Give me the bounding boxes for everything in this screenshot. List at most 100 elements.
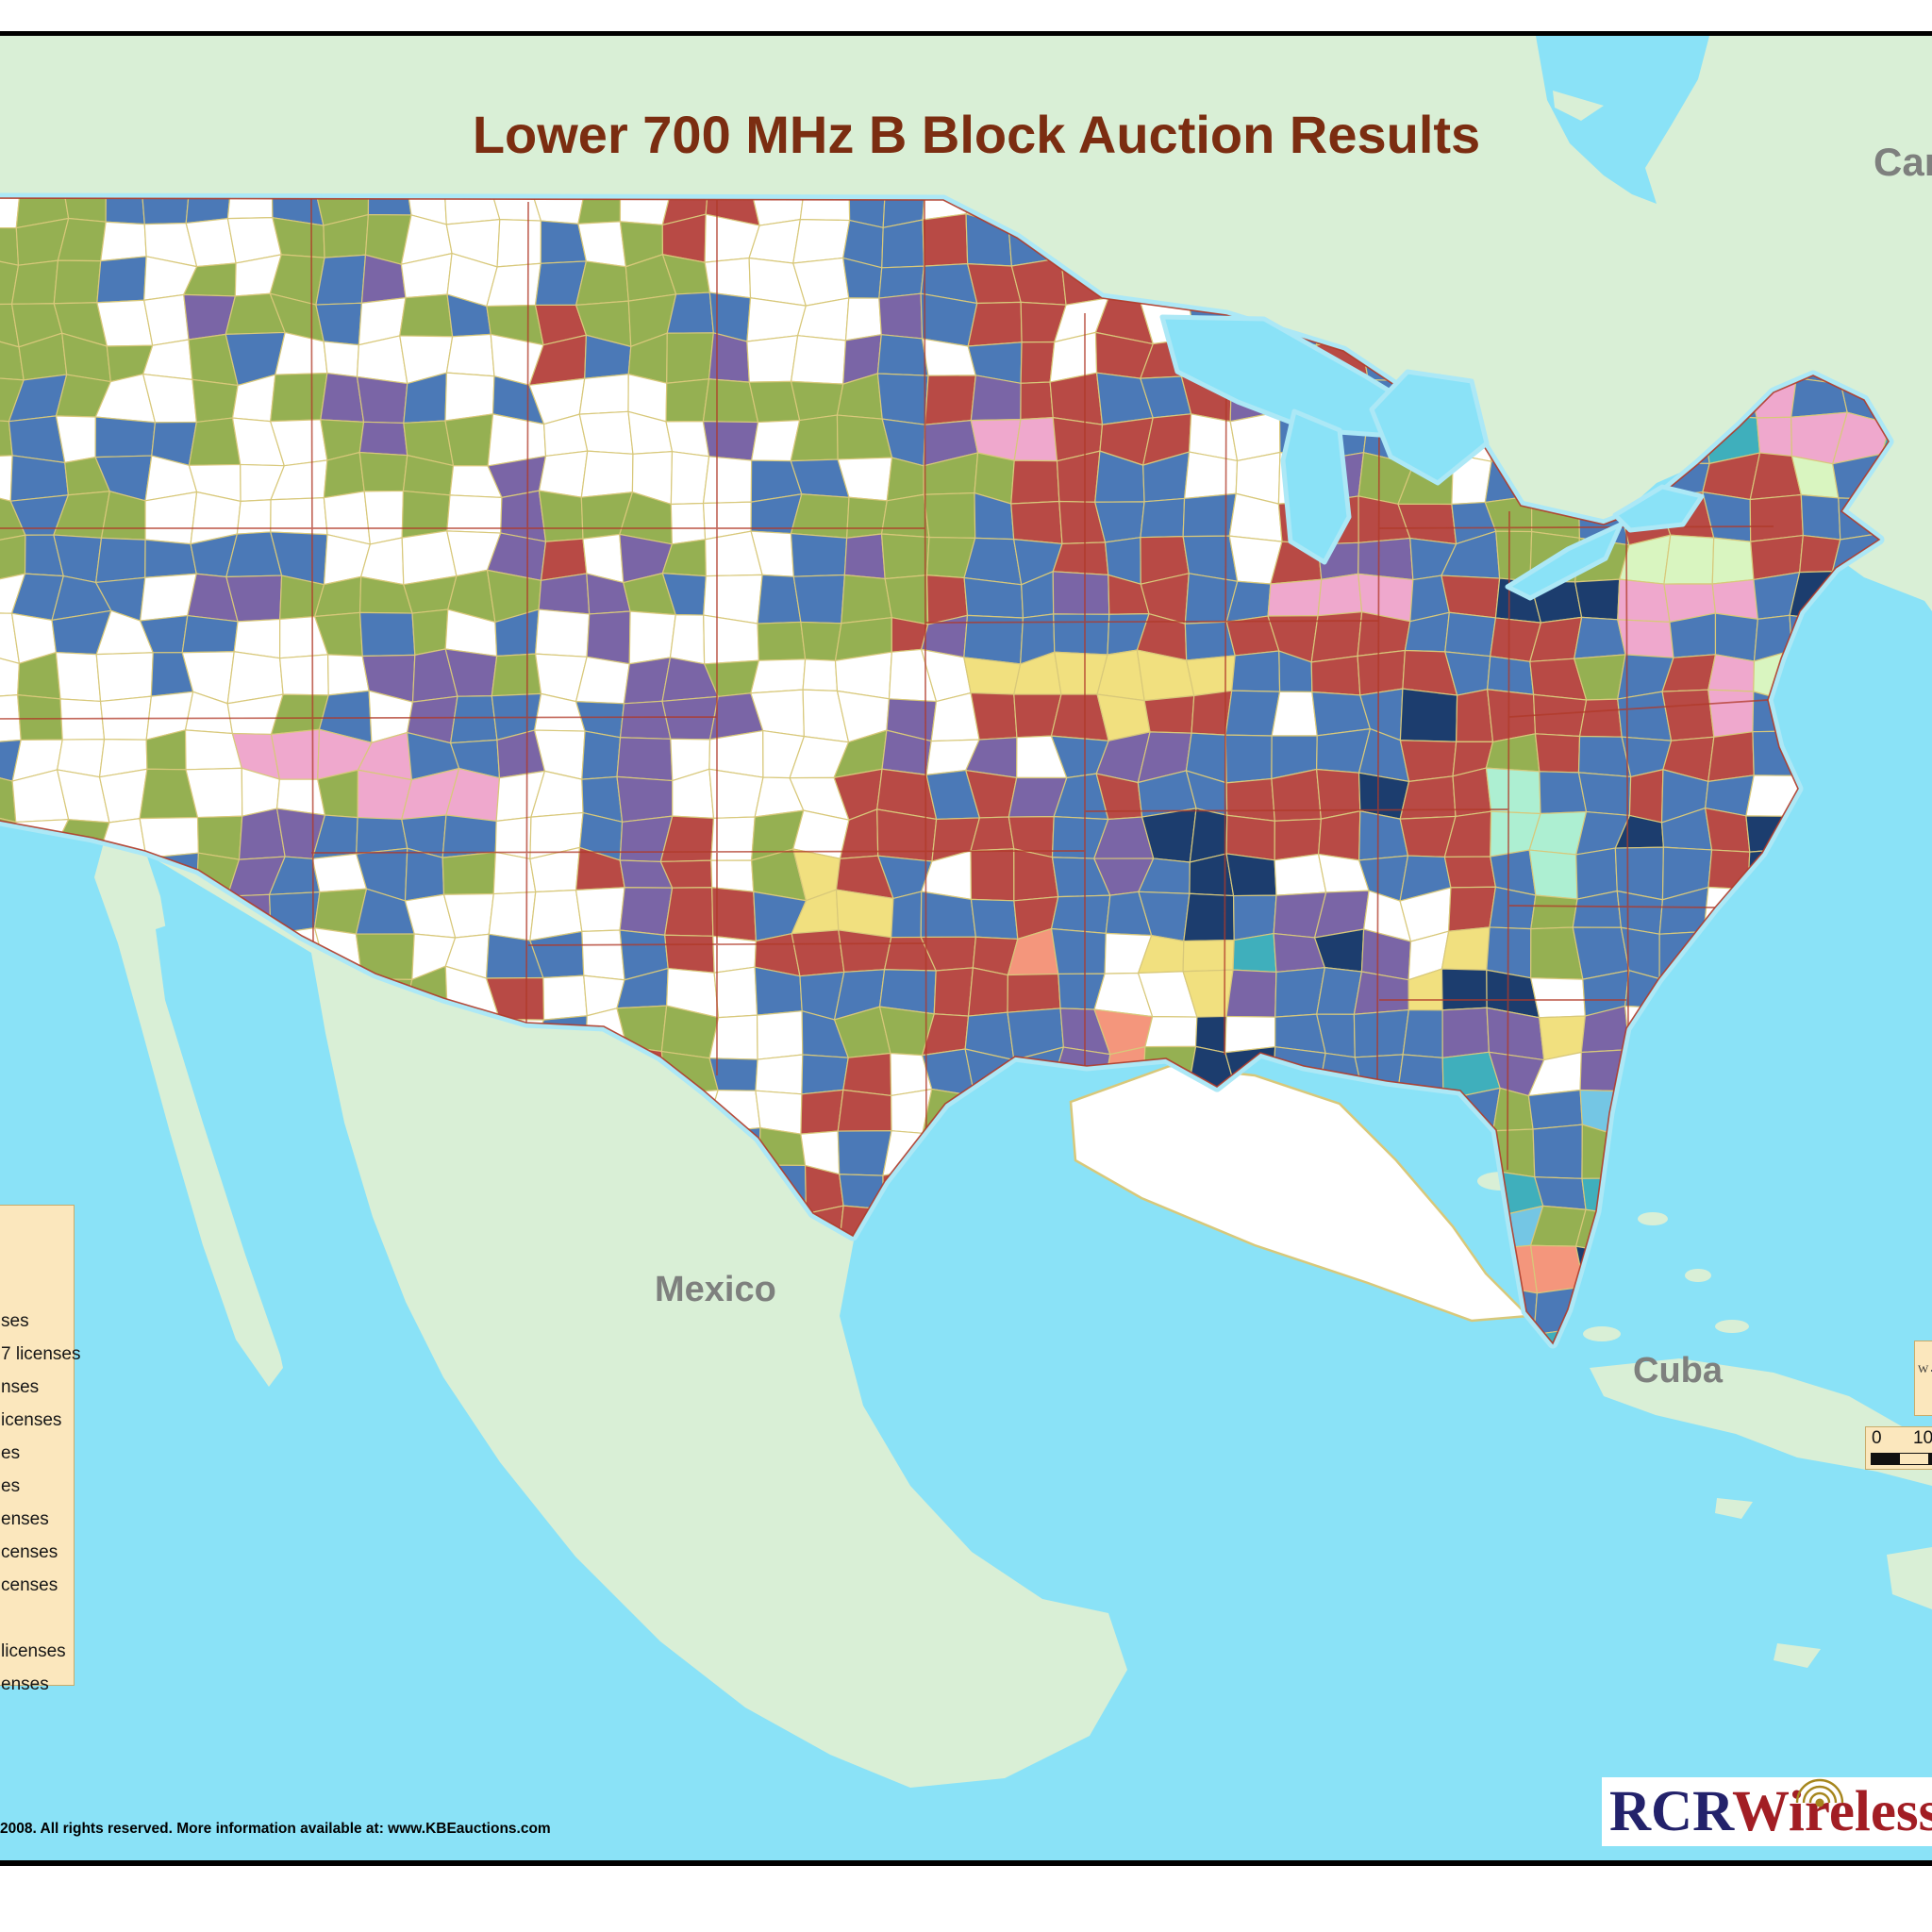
lake-michigan [1280, 408, 1352, 565]
bahamas-island [1583, 1326, 1621, 1341]
county-patch [665, 378, 710, 423]
county-patch [1144, 1016, 1198, 1048]
county-patch [757, 621, 807, 661]
county-patch [746, 297, 808, 342]
county-patch [876, 334, 929, 376]
county-patch [666, 332, 714, 384]
legend-row-label: enses [1, 1674, 49, 1694]
county-patch [1577, 772, 1632, 817]
county-patch [1225, 777, 1275, 822]
page-title: Lower 700 MHz B Block Auction Results [472, 105, 1481, 164]
county-patch [878, 292, 924, 340]
county-patch [401, 490, 451, 539]
county-patch [1310, 611, 1363, 663]
county-patch [1399, 775, 1457, 820]
lake-erie [1505, 522, 1624, 601]
county-patch [838, 929, 892, 974]
county-patch [404, 847, 445, 902]
county-patch [876, 373, 929, 425]
county-patch [538, 450, 589, 498]
bahamas-island [1685, 1269, 1711, 1282]
county-patch [188, 417, 242, 466]
county-patch [1447, 886, 1497, 932]
county-patch [1527, 1089, 1583, 1130]
county-patch [96, 299, 154, 347]
county-patch [1534, 733, 1581, 774]
maritime-island [1913, 525, 1932, 611]
county-patch [970, 691, 1018, 741]
county-patch [1711, 537, 1755, 585]
county-patch [702, 421, 759, 461]
county-patch [1185, 655, 1236, 697]
county-patch [1225, 969, 1277, 1018]
county-patch [619, 887, 674, 936]
county-patch [1013, 848, 1059, 902]
county-patch [399, 293, 454, 338]
county-patch [441, 814, 497, 858]
county-patch [843, 533, 886, 580]
county-patch [790, 493, 850, 539]
county-patch [663, 887, 714, 937]
county-patch [1353, 971, 1409, 1015]
county-patch [1628, 768, 1664, 824]
county-patch [1013, 417, 1058, 462]
legend-row-label: es [1, 1476, 21, 1496]
county-patch [670, 502, 707, 545]
copyright-text: 2008. All rights reserved. More informat… [0, 1821, 551, 1837]
county-patch [1800, 493, 1841, 541]
county-patch [534, 608, 591, 658]
county-patch [835, 889, 894, 939]
county-patch [441, 851, 496, 895]
county-patch [278, 654, 329, 696]
county-patch [538, 490, 584, 542]
county-patch [967, 301, 1023, 347]
legend-row-label: 7 licenses [1, 1344, 81, 1364]
county-patch [1315, 768, 1361, 820]
county-patch [356, 375, 408, 425]
county-patch [1573, 616, 1626, 659]
canada-landmass [0, 36, 1932, 604]
county-patch [144, 539, 197, 578]
county-patch [1232, 932, 1277, 974]
county-patch [1485, 767, 1541, 815]
county-patch [1271, 768, 1323, 822]
county-patch [1881, 423, 1889, 462]
county-patch [315, 254, 367, 306]
county-patch [750, 658, 807, 694]
baja-peninsula [94, 842, 283, 1387]
county-patch [920, 292, 978, 347]
bahamas-island [1638, 1212, 1668, 1225]
county-patch [1274, 853, 1327, 896]
bay-island [1553, 91, 1604, 121]
county-patch [1714, 612, 1758, 662]
map-frame-bottom [0, 1860, 1932, 1866]
county-patch [922, 213, 969, 267]
county-patch [1020, 341, 1056, 384]
county-patch [1052, 541, 1109, 576]
county-patch [1317, 573, 1363, 617]
county-patch [970, 375, 1022, 422]
logo-suffix: Wireless [1732, 1780, 1932, 1843]
county-patch [578, 373, 629, 415]
county-patch [790, 380, 844, 422]
county-patch [1441, 926, 1491, 971]
county-patch [1528, 849, 1578, 900]
county-patch [801, 1054, 849, 1095]
county-patch [1182, 939, 1235, 973]
county-patch [756, 1010, 804, 1060]
county-patch [1271, 691, 1318, 737]
scale-bar-box: 0 10 [1865, 1426, 1932, 1470]
county-patch [142, 293, 190, 346]
county-patch [708, 332, 750, 383]
county-patch [1232, 894, 1277, 941]
scale-bar-segment [1872, 1454, 1900, 1464]
logo-prefix: RCR [1609, 1780, 1733, 1843]
county-patch [449, 695, 498, 744]
county-patch [802, 658, 839, 692]
county-patch [96, 256, 147, 304]
county-patch [1529, 977, 1586, 1019]
county-patch [315, 302, 363, 346]
county-patch [881, 219, 925, 269]
county-patch [1010, 459, 1060, 505]
